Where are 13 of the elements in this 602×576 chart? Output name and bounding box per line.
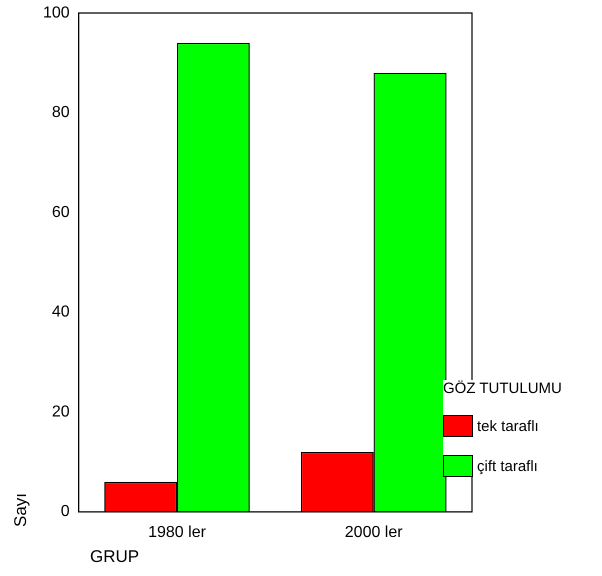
y-tick-label: 0 <box>60 503 70 520</box>
legend-label: çift taraflı <box>477 458 538 474</box>
legend-title: GÖZ TUTULUMU <box>443 380 562 397</box>
x-tick-label: 2000 ler <box>344 524 404 541</box>
y-axis-title: Sayı <box>11 492 32 528</box>
x-tick-label: 1980 ler <box>148 524 207 541</box>
y-tick-label: 100 <box>42 4 70 22</box>
y-tick-label: 60 <box>52 204 70 221</box>
y-tick-label: 80 <box>52 104 70 122</box>
legend-label: tek taraflı <box>477 418 539 434</box>
y-tick-label: 40 <box>52 304 70 321</box>
x-axis-title: GRUP <box>90 547 140 567</box>
y-tick-label: 20 <box>52 403 70 420</box>
